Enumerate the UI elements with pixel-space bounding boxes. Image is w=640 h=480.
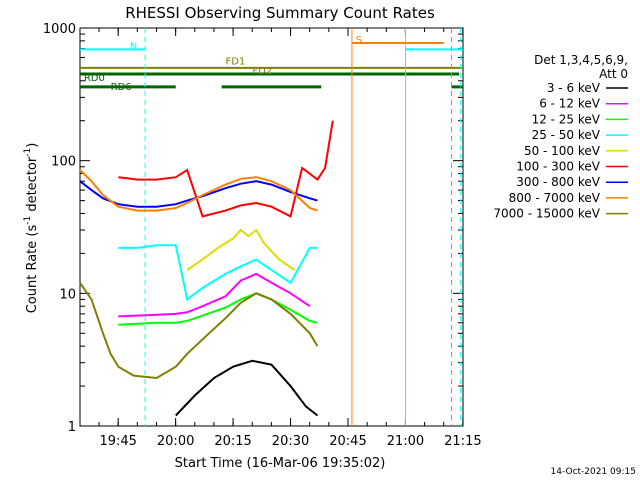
y-tick-label-2: 100	[51, 155, 76, 170]
legend-label-8: 7000 - 15000 keV	[493, 207, 600, 221]
legend-label-2: 12 - 25 keV	[532, 112, 601, 126]
series-line-3	[118, 244, 318, 302]
annotation-label-0: N	[130, 41, 137, 52]
legend: Det 1,3,4,5,6,9, Att 0 3 - 6 keV 6 - 12 k…	[493, 53, 628, 221]
x-tick-label-6: 21:15	[444, 434, 481, 449]
legend-label-0: 3 - 6 keV	[547, 81, 601, 95]
observing-mode-bars	[80, 28, 463, 426]
x-tick-labels: 19:45 20:00 20:15 20:30 20:45 21:00 21:15	[99, 434, 481, 449]
x-tick-label-0: 19:45	[99, 434, 136, 449]
x-tick-label-4: 20:45	[329, 434, 366, 449]
legend-header-attenuator: Att 0	[599, 67, 628, 81]
y-tick-labels: 1 10 100 1000	[43, 22, 76, 435]
x-tick-label-5: 21:00	[387, 434, 424, 449]
plot-area: N S FD1 FD2 RD0 RD6	[79, 27, 464, 427]
y-label-end: )	[25, 143, 40, 148]
legend-label-4: 50 - 100 keV	[524, 144, 601, 158]
legend-header-detectors: Det 1,3,4,5,6,9,	[534, 53, 628, 67]
series-line-0	[175, 359, 319, 417]
y-label-main: Count Rate (s	[25, 225, 40, 314]
legend-label-6: 300 - 800 keV	[516, 175, 600, 189]
y-label-sup-2: -1	[23, 148, 33, 157]
annotations: N S FD1 FD2 RD0 RD6	[84, 35, 362, 93]
y-axis-label: Count Rate (s-1 detector-1)	[23, 143, 40, 314]
annotation-label-4: RD0	[84, 73, 105, 84]
x-tick-label-2: 20:15	[214, 434, 251, 449]
series-lines	[79, 120, 334, 417]
annotation-label-2: FD1	[226, 57, 246, 68]
x-tick-label-3: 20:30	[272, 434, 309, 449]
y-tick-label-1: 10	[59, 287, 76, 302]
series-line-2	[118, 292, 318, 326]
footer-date: 14-Oct-2021 09:15	[551, 467, 636, 477]
y-label-sup-1: -1	[23, 216, 33, 225]
series-line-5	[118, 120, 334, 218]
annotation-label-1: S	[356, 35, 362, 46]
legend-label-3: 25 - 50 keV	[532, 128, 601, 142]
series-line-7	[79, 169, 318, 212]
x-axis-label: Start Time (16-Mar-06 19:35:02)	[175, 456, 386, 471]
x-tick-label-1: 20:00	[157, 434, 194, 449]
y-label-mid: detector	[25, 156, 40, 216]
series-line-4	[186, 228, 296, 271]
legend-label-5: 100 - 300 keV	[516, 160, 600, 174]
series-line-1	[118, 272, 311, 318]
y-tick-label-3: 1000	[43, 22, 76, 37]
chart-title: RHESSI Observing Summary Count Rates	[125, 4, 435, 22]
annotation-label-3: FD2	[252, 66, 272, 77]
legend-label-1: 6 - 12 keV	[539, 97, 601, 111]
annotation-label-5: RD6	[111, 82, 132, 93]
legend-label-7: 800 - 7000 keV	[509, 191, 601, 205]
series-line-8	[79, 282, 319, 380]
y-tick-label-0: 1	[68, 420, 76, 435]
